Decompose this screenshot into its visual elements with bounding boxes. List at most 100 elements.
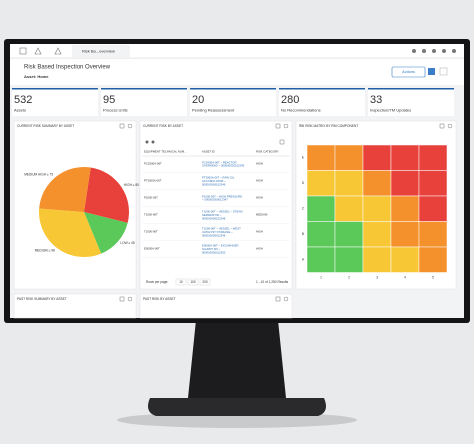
page-size: 10 xyxy=(179,280,183,284)
matrix-cell xyxy=(306,221,336,248)
kpi-value: 95 xyxy=(103,94,115,106)
panel-title: PAST RISK SUMMARY BY ASSET xyxy=(17,297,67,301)
panel-title: RBI RISK MATRIX BY RBI COMPONENT xyxy=(299,124,358,128)
col-label: 4 xyxy=(404,275,406,279)
matrix-cell xyxy=(362,170,392,197)
kpi-bar xyxy=(279,88,365,90)
table-cell: PC2000A-06T xyxy=(144,162,162,166)
row-label: E xyxy=(302,156,304,160)
row-label: B xyxy=(302,232,304,236)
tab[interactable] xyxy=(72,45,130,58)
icon[interactable] xyxy=(452,49,456,53)
settings-icon[interactable] xyxy=(151,140,155,144)
col-label: 2 xyxy=(348,275,350,279)
kpi-card xyxy=(279,88,365,116)
matrix-cell xyxy=(334,246,364,273)
filter-icon[interactable] xyxy=(145,140,149,144)
panel xyxy=(139,120,293,290)
pie-slice xyxy=(39,208,102,258)
page-size-button[interactable] xyxy=(175,278,187,286)
tab-label: Risk Ba...overview xyxy=(82,49,115,54)
kpi-bar xyxy=(12,88,98,90)
row-label: D xyxy=(302,181,305,185)
matrix-cell xyxy=(362,195,392,222)
matrix-cell xyxy=(306,144,336,171)
expand-icon[interactable] xyxy=(119,296,125,302)
refresh-icon[interactable] xyxy=(127,296,133,302)
rows-per-page: Rows per page: xyxy=(146,280,168,284)
view-icon[interactable] xyxy=(428,68,435,75)
kpi-value: 532 xyxy=(14,94,32,106)
matrix-cell xyxy=(418,221,448,248)
col-label: 1 xyxy=(320,275,322,279)
stand-neck xyxy=(188,320,286,398)
icon[interactable] xyxy=(432,49,436,53)
matrix-cell xyxy=(334,221,364,248)
matrix-cell xyxy=(390,221,420,248)
pie-slice xyxy=(84,212,128,254)
table-cell: HIGH xyxy=(256,196,263,200)
asset-link[interactable]: P1000-06T ~ HIGH PRESSURE ~ 0000000000123… xyxy=(202,194,242,201)
stand-base xyxy=(148,398,326,416)
page-size-button[interactable] xyxy=(199,278,211,286)
slice-label: HIGH ≥ 80 xyxy=(124,183,139,187)
expand-icon[interactable] xyxy=(275,123,281,129)
asset-link[interactable]: E0000A-06T ~ EXCHANGER SLURRY RX ~0000000… xyxy=(202,243,239,254)
slice-label: MEDIUM HIGH ≥ 79 xyxy=(24,172,53,176)
col-label: 5 xyxy=(432,275,434,279)
actions-button[interactable] xyxy=(391,66,426,78)
matrix-cell xyxy=(306,195,336,222)
matrix-cell xyxy=(390,246,420,273)
menu-icon[interactable] xyxy=(19,47,27,55)
refresh-icon[interactable] xyxy=(283,296,289,302)
header xyxy=(10,59,464,85)
matrix-cell xyxy=(418,246,448,273)
toolbar-icons xyxy=(412,49,456,53)
kpi-label: Process Units xyxy=(103,108,128,113)
table-cell: T1000-06T xyxy=(144,230,158,234)
refresh-icon[interactable] xyxy=(283,123,289,129)
asset-link[interactable]: PT2000A-06T ~ RAW OIL ACCUMULATOR ~000000… xyxy=(202,175,235,186)
kpi-value: 20 xyxy=(192,94,204,106)
matrix-cell xyxy=(334,170,364,197)
matrix-cell xyxy=(362,144,392,171)
kpi-value: 33 xyxy=(370,94,382,106)
asset-link[interactable]: PC2000A-06T ~ REACTOR OVERHEAD ~ 00000000… xyxy=(202,160,245,167)
table-cell: HIGH xyxy=(256,230,263,234)
expand-icon[interactable] xyxy=(439,123,445,129)
slice-label: MEDIUM ≥ 98 xyxy=(35,249,55,253)
refresh-icon[interactable] xyxy=(127,123,133,129)
kpi-label: Pending Reassessment xyxy=(192,108,235,113)
asset-link[interactable]: T1000-06T ~ VESSEL ~ STEAM SEPARATOR ~000… xyxy=(202,209,243,220)
table-menu[interactable] xyxy=(279,139,285,145)
asset-label: Asset: Home xyxy=(24,74,49,79)
matrix-cell xyxy=(418,144,448,171)
icon[interactable] xyxy=(442,49,446,53)
results: 1 - 10 of 1,250 Results xyxy=(256,280,288,284)
actions-label: Actions xyxy=(402,69,415,74)
kpi-card xyxy=(368,88,454,116)
page-size-button[interactable] xyxy=(187,278,199,286)
matrix-cell xyxy=(418,195,448,222)
pie-slice xyxy=(84,167,129,223)
matrix-cell xyxy=(362,246,392,273)
slice-label: LOW ≥ 45 xyxy=(120,241,135,245)
icon[interactable] xyxy=(412,49,416,53)
matrix-cell xyxy=(390,170,420,197)
view-icon[interactable] xyxy=(439,67,448,76)
kpi-card xyxy=(190,88,276,116)
table-cell: P1000-06T xyxy=(144,196,158,200)
matrix-cell xyxy=(334,195,364,222)
refresh-icon[interactable] xyxy=(447,123,453,129)
icon[interactable] xyxy=(422,49,426,53)
matrix-cell xyxy=(390,195,420,222)
panel xyxy=(139,293,293,319)
kpi-label: Assets xyxy=(14,108,26,113)
expand-icon[interactable] xyxy=(119,123,125,129)
nav-icon[interactable] xyxy=(54,47,62,55)
expand-icon[interactable] xyxy=(275,296,281,302)
asset-link[interactable]: T1000-06T ~ VESSEL ~ WEST CATALYST STORAG… xyxy=(202,226,241,237)
table-cell: E0000A-06T xyxy=(144,247,160,251)
home-icon[interactable] xyxy=(34,47,42,55)
table-cell: HIGH xyxy=(256,162,263,166)
